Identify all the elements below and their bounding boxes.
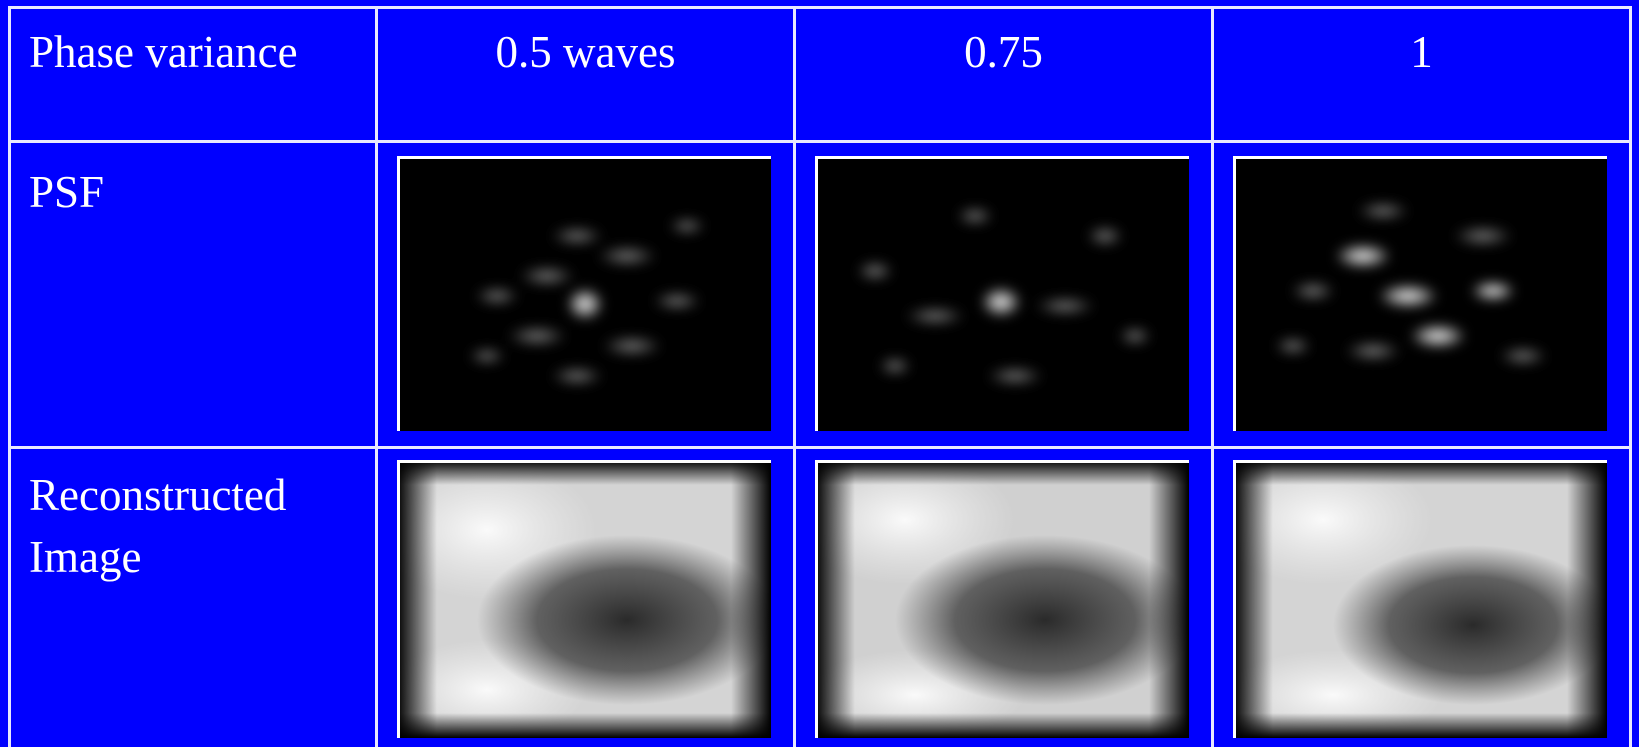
column-header: 0.75 bbox=[796, 24, 1211, 80]
column-header: 0.5 waves bbox=[378, 24, 793, 80]
grid-line bbox=[8, 6, 1632, 9]
row-header: PSF bbox=[29, 164, 104, 220]
reconstructed-image bbox=[1233, 460, 1607, 738]
row-header: Phase variance bbox=[29, 24, 298, 80]
slide: Phase variance 0.5 waves 0.75 1 PSF Reco… bbox=[0, 0, 1639, 747]
grid-line bbox=[1629, 6, 1632, 747]
grid-line bbox=[375, 6, 378, 747]
column-header: 1 bbox=[1214, 24, 1629, 80]
grid-line bbox=[793, 6, 796, 747]
grid-line bbox=[8, 6, 11, 747]
grid-line bbox=[1211, 6, 1214, 747]
psf-image bbox=[815, 156, 1189, 431]
grid-line bbox=[8, 446, 1632, 449]
reconstructed-image bbox=[815, 460, 1189, 738]
grid-line bbox=[8, 140, 1632, 143]
psf-image bbox=[397, 156, 771, 431]
psf-image bbox=[1233, 156, 1607, 431]
row-header: Reconstructed Image bbox=[29, 464, 349, 588]
reconstructed-image bbox=[397, 460, 771, 738]
